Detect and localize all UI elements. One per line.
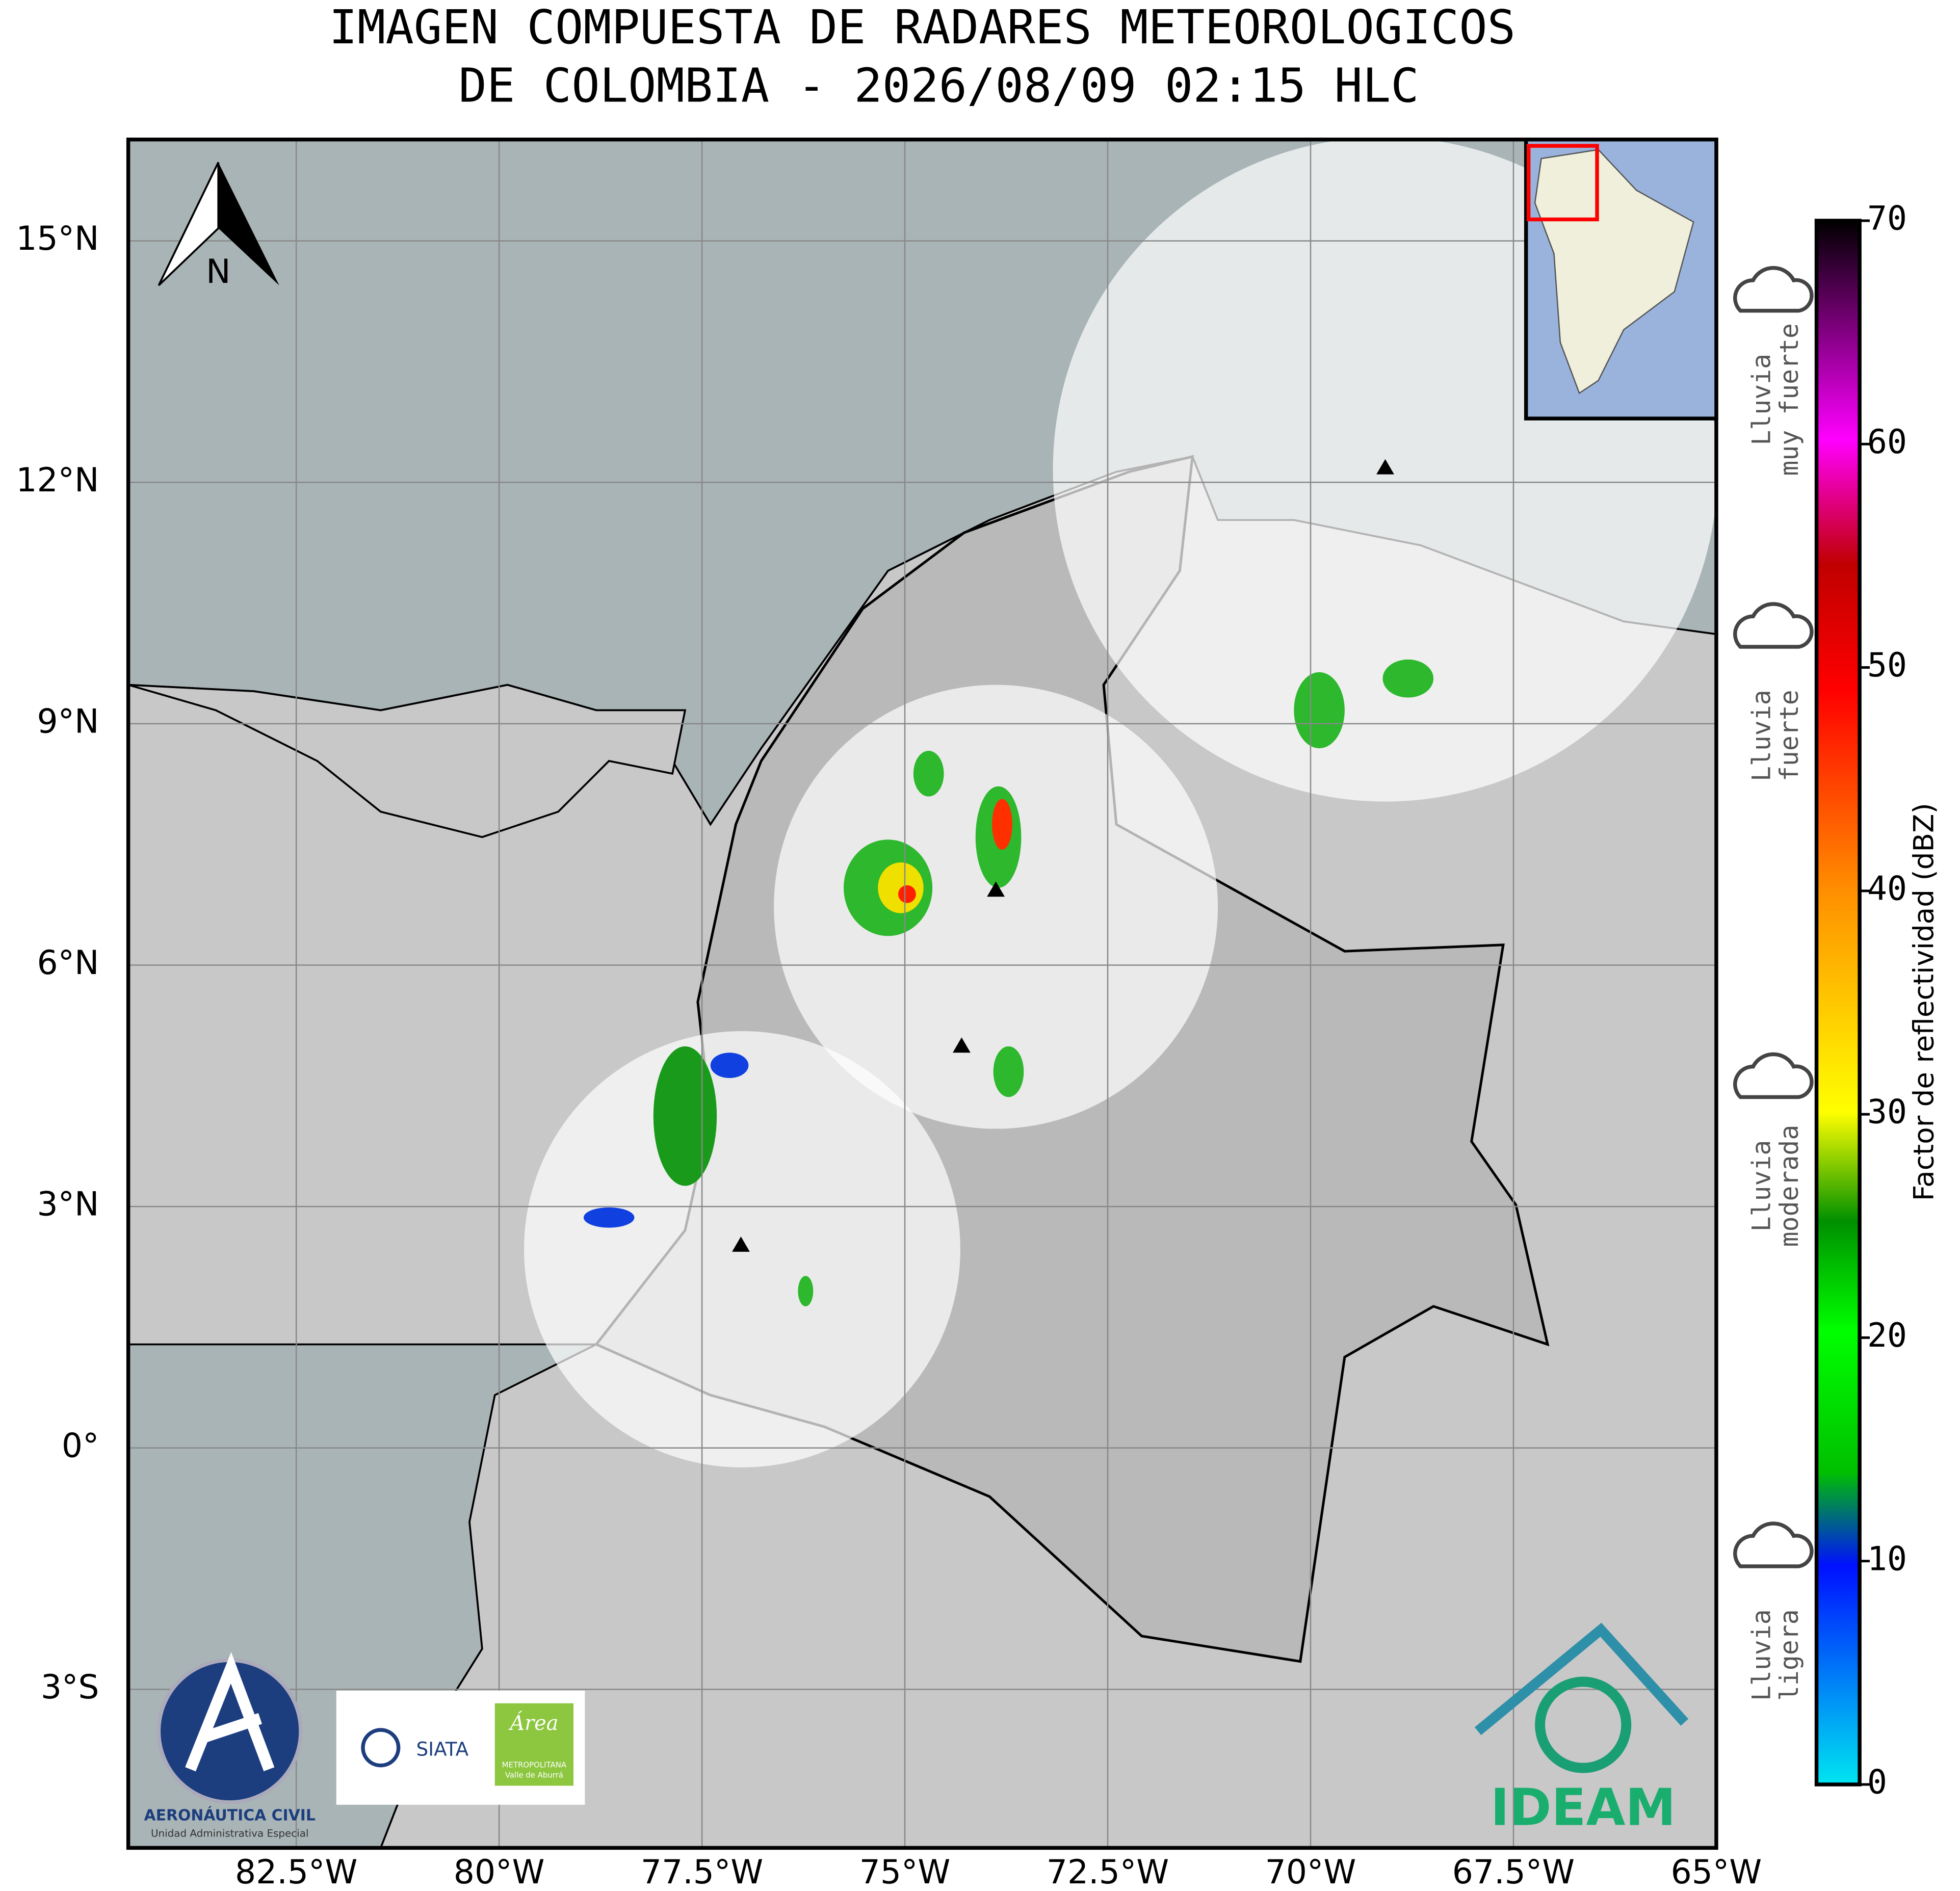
colorbar-label: Factor de reflectividad (dBZ) <box>1907 803 1940 1201</box>
logo-text: SIATA <box>416 1738 468 1760</box>
x-tick-label: 67.5°W <box>1452 1853 1575 1891</box>
rain-label: Lluvia <box>1747 1140 1776 1232</box>
x-tick-label: 82.5°W <box>235 1853 357 1891</box>
x-tick-label: 72.5°W <box>1047 1853 1169 1891</box>
x-tick-label: 77.5°W <box>641 1853 763 1891</box>
rain-label: Lluvia <box>1747 354 1776 445</box>
rain-label: fuerte <box>1774 690 1804 781</box>
y-tick-label: 3°S <box>41 1668 99 1706</box>
map-frame <box>126 137 1718 1850</box>
colorbar-tick-label: 60 <box>1867 423 1907 461</box>
colorbar-tick-label: 20 <box>1867 1317 1907 1355</box>
logo-text: Valle de Aburrá <box>505 1771 563 1780</box>
rain-label: Lluvia <box>1747 1609 1776 1701</box>
colorbar-tick-label: 0 <box>1867 1764 1887 1802</box>
grid <box>128 139 1716 1848</box>
colorbar-tick-label: 70 <box>1867 200 1907 238</box>
title-line: IMAGEN COMPUESTA DE RADARES METEOROLOGIC… <box>329 0 1516 55</box>
y-tick-label: 12°N <box>16 461 99 500</box>
colorbar <box>1814 219 1862 1787</box>
map-body <box>128 139 1716 1848</box>
y-tick-label: 6°N <box>37 944 99 982</box>
y-tick-label: 9°N <box>37 702 99 741</box>
inset-map <box>1524 137 1718 421</box>
rain-label: moderada <box>1774 1125 1804 1247</box>
rain-label: ligera <box>1774 1609 1804 1701</box>
y-tick-label: 0° <box>62 1427 99 1465</box>
rain-icon <box>1733 1052 1814 1099</box>
x-tick-label: 65°W <box>1671 1853 1762 1891</box>
rain-label: Lluvia <box>1747 690 1776 781</box>
colorbar-tick-label: 10 <box>1867 1540 1907 1578</box>
logo-text: IDEAM <box>1491 1779 1676 1837</box>
x-tick-label: 80°W <box>454 1853 545 1891</box>
logo-text: AERONÁUTICA CIVIL <box>144 1806 316 1825</box>
rain-icon <box>1733 266 1814 313</box>
rain-icon <box>1733 602 1814 649</box>
y-tick-label: 15°N <box>16 220 99 258</box>
colorbar-tick-label: 50 <box>1867 646 1907 685</box>
north-label: N <box>206 253 230 291</box>
logo-text: METROPOLITANA <box>502 1761 567 1770</box>
radar-coverage <box>774 685 1218 1129</box>
rain-label: muy fuerte <box>1774 323 1804 476</box>
logos: AERONÁUTICA CIVIL Unidad Administrativa … <box>144 1622 1689 1840</box>
x-tick-label: 75°W <box>859 1853 951 1891</box>
radar-echoes <box>583 659 1434 1306</box>
title-line: DE COLOMBIA - 2026/08/09 02:15 HLC <box>459 59 1419 113</box>
y-tick-label: 3°N <box>37 1186 99 1224</box>
panama <box>128 684 687 838</box>
colorbar-tick-label: 40 <box>1867 870 1907 908</box>
rain-labels: LluvialigeraLluviamoderadaLluviafuerteLl… <box>1733 266 1814 1701</box>
colorbar-tick-label: 30 <box>1867 1093 1907 1132</box>
rain-icon <box>1733 1521 1814 1568</box>
logo-text: Unidad Administrativa Especial <box>151 1828 308 1840</box>
x-tick-label: 70°W <box>1265 1853 1356 1891</box>
logo-text: Área <box>508 1711 558 1735</box>
